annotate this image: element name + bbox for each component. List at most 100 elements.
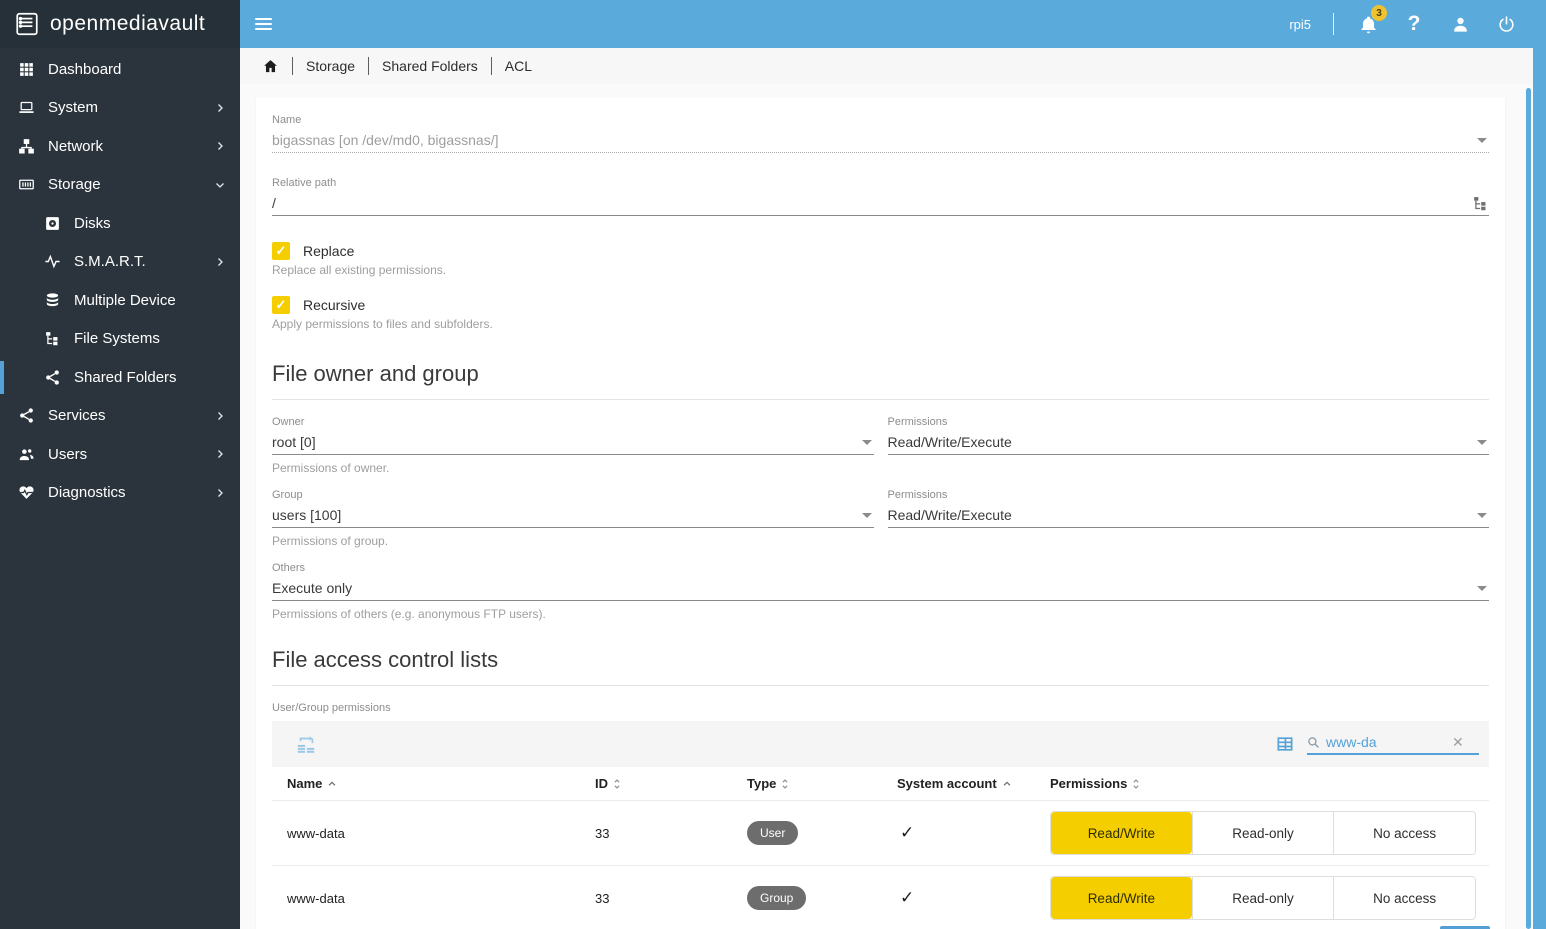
bell-icon xyxy=(1360,16,1376,33)
content-scrollbar-thumb[interactable] xyxy=(1526,88,1531,929)
sidebar-item-label: File Systems xyxy=(74,330,160,348)
column-header-permissions[interactable]: Permissions xyxy=(1035,776,1489,791)
sidebar-item-storage[interactable]: Storage xyxy=(0,166,240,205)
menu-toggle-button[interactable] xyxy=(240,0,286,48)
breadcrumb-item-storage[interactable]: Storage xyxy=(306,58,356,74)
read-only-button[interactable]: Read-only xyxy=(1191,812,1334,854)
sidebar-item-disks[interactable]: Disks xyxy=(0,204,240,243)
owner-select[interactable]: root [0] xyxy=(272,433,874,455)
clear-search-button[interactable]: ✕ xyxy=(1450,734,1466,751)
acl-toolbar: ✕ xyxy=(272,721,1489,767)
column-header-name[interactable]: Name xyxy=(272,776,580,791)
sidebar: Dashboard System Network Storage xyxy=(0,48,240,929)
replace-checkbox[interactable]: ✓ xyxy=(272,242,290,260)
recursive-checkbox-row[interactable]: ✓ Recursive xyxy=(272,296,1489,314)
dropdown-caret-icon[interactable] xyxy=(1477,513,1487,518)
breadcrumb-separator xyxy=(490,57,492,75)
read-write-button[interactable]: Read/Write xyxy=(1051,812,1192,854)
sidebar-item-dashboard[interactable]: Dashboard xyxy=(0,50,240,89)
no-access-button[interactable]: No access xyxy=(1333,877,1475,919)
type-badge: User xyxy=(747,821,799,845)
table-header-row: Name ID Type System account xyxy=(272,767,1489,801)
sort-asc-icon xyxy=(1003,780,1011,786)
name-select[interactable]: bigassnas [on /dev/md0, bigassnas/] xyxy=(272,131,1489,153)
share-icon xyxy=(46,370,59,385)
group-select[interactable]: users [100] xyxy=(272,506,874,528)
sidebar-item-services[interactable]: Services xyxy=(0,397,240,436)
read-only-button[interactable]: Read-only xyxy=(1191,877,1334,919)
others-select[interactable]: Execute only xyxy=(272,579,1489,601)
breadcrumb-item-acl[interactable]: ACL xyxy=(504,58,532,74)
replace-checkbox-row[interactable]: ✓ Replace xyxy=(272,242,1489,260)
relative-path-input[interactable]: / xyxy=(272,194,1489,216)
sort-both-icon xyxy=(782,778,788,789)
sidebar-item-smart[interactable]: S.M.A.R.T. xyxy=(0,243,240,282)
table-row[interactable]: www-data 33 User ✓ Read/Write Read-only … xyxy=(272,801,1489,866)
replace-label: Replace xyxy=(303,243,355,259)
database-icon xyxy=(46,293,59,306)
owner-hint: Permissions of owner. xyxy=(272,461,390,475)
sidebar-item-network[interactable]: Network xyxy=(0,127,240,166)
breadcrumb-separator xyxy=(292,57,293,75)
column-settings-button[interactable] xyxy=(1275,734,1295,754)
network-icon xyxy=(19,138,34,154)
permission-button-group: Read/Write Read-only No access xyxy=(1050,876,1476,920)
storage-box-icon xyxy=(19,179,34,190)
owner-permissions-select[interactable]: Read/Write/Execute xyxy=(887,433,1489,455)
dropdown-caret-icon[interactable] xyxy=(861,440,872,445)
harddisk-icon xyxy=(46,216,59,230)
breadcrumb-item-shared-folders[interactable]: Shared Folders xyxy=(382,58,478,74)
sidebar-item-multiple-device[interactable]: Multiple Device xyxy=(0,281,240,320)
sidebar-item-label: S.M.A.R.T. xyxy=(74,253,146,271)
help-button[interactable]: ? xyxy=(1402,11,1426,37)
chevron-right-icon xyxy=(218,142,223,151)
sidebar-item-file-systems[interactable]: File Systems xyxy=(0,320,240,359)
power-button[interactable] xyxy=(1494,11,1518,37)
sidebar-item-shared-folders[interactable]: Shared Folders xyxy=(0,358,240,397)
chevron-right-icon xyxy=(218,257,223,266)
search-icon xyxy=(1308,736,1319,748)
chevron-down-icon xyxy=(216,182,224,188)
recursive-label: Recursive xyxy=(303,297,366,313)
sidebar-item-system[interactable]: System xyxy=(0,89,240,128)
group-permissions-select[interactable]: Read/Write/Execute xyxy=(887,506,1489,528)
cell-name: www-data xyxy=(287,825,345,841)
folder-tree-picker-icon[interactable] xyxy=(1472,195,1489,212)
others-field: Others Execute only Permissions of other… xyxy=(272,562,1489,621)
relative-path-label: Relative path xyxy=(272,177,337,189)
read-write-button[interactable]: Read/Write xyxy=(1051,877,1192,919)
close-icon: ✕ xyxy=(1452,733,1464,750)
sidebar-item-diagnostics[interactable]: Diagnostics xyxy=(0,474,240,513)
dropdown-caret-icon[interactable] xyxy=(1477,586,1487,591)
sidebar-item-label: Services xyxy=(48,407,106,425)
permission-button-group: Read/Write Read-only No access xyxy=(1050,811,1476,855)
page-scrollbar-thumb[interactable] xyxy=(1533,48,1546,929)
replace-hint: Replace all existing permissions. xyxy=(272,263,447,277)
services-share-icon xyxy=(20,408,33,423)
home-icon[interactable] xyxy=(262,58,279,75)
notifications-button[interactable]: 3 xyxy=(1356,5,1387,37)
sidebar-item-users[interactable]: Users xyxy=(0,435,240,474)
dropdown-caret-icon[interactable] xyxy=(1477,440,1487,445)
group-permissions-field: Permissions Read/Write/Execute xyxy=(887,489,1489,548)
dropdown-caret-icon[interactable] xyxy=(861,513,872,518)
brand-title: openmediavault xyxy=(50,12,206,35)
restore-permissions-button[interactable] xyxy=(295,733,317,755)
save-button-partial[interactable] xyxy=(1440,926,1490,929)
column-header-type[interactable]: Type xyxy=(732,776,882,791)
chevron-right-icon xyxy=(218,103,223,112)
owner-permissions-label: Permissions xyxy=(887,416,948,428)
question-icon: ? xyxy=(1407,12,1421,35)
table-row[interactable]: www-data 33 Group ✓ Read/Write Read-only… xyxy=(272,866,1489,929)
check-icon: ✓ xyxy=(275,297,287,312)
name-field-label: Name xyxy=(272,114,302,126)
column-header-id[interactable]: ID xyxy=(580,776,732,791)
user-menu-button[interactable] xyxy=(1448,11,1472,37)
dashboard-grid-icon xyxy=(20,62,33,76)
recursive-checkbox[interactable]: ✓ xyxy=(272,296,290,314)
acl-field-label: User/Group permissions xyxy=(272,702,391,714)
search-input[interactable] xyxy=(1326,734,1444,750)
dropdown-caret-icon[interactable] xyxy=(1477,138,1487,143)
no-access-button[interactable]: No access xyxy=(1333,812,1475,854)
column-header-system-account[interactable]: System account xyxy=(882,776,1035,791)
